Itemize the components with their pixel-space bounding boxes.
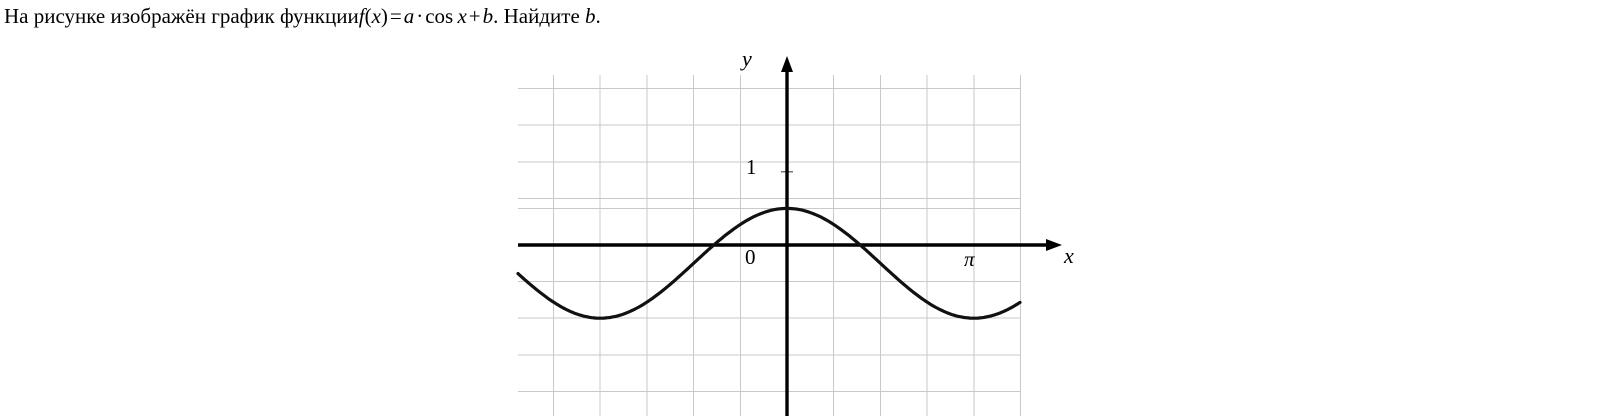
problem-text-before: На рисунке изображён график функции: [4, 4, 359, 28]
formula-multiply-dot: ·: [416, 4, 424, 28]
formula-variable-x: x: [371, 4, 381, 28]
formula-period: .: [493, 4, 499, 28]
problem-unknown: b: [585, 4, 596, 28]
y-axis: [781, 56, 793, 416]
problem-statement: На рисунке изображён график функцииf(x)=…: [4, 2, 601, 30]
formula-plus: +: [468, 4, 481, 28]
formula-equals: =: [389, 4, 402, 28]
origin-label: 0: [745, 245, 756, 269]
problem-final-period: .: [595, 4, 601, 28]
y-axis-label: y: [742, 46, 752, 71]
formula-open-paren: (: [364, 4, 372, 28]
formula-cos: cos: [425, 4, 454, 28]
formula-close-paren: ): [380, 4, 388, 28]
y-tick-label-1: 1: [746, 155, 757, 179]
formula-f: f: [358, 4, 365, 28]
x-axis-label: x: [1064, 243, 1074, 268]
formula-cos-argument: x: [457, 4, 467, 28]
formula-coefficient-a: a: [403, 4, 415, 28]
formula-constant-b: b: [482, 4, 494, 28]
x-axis: [518, 239, 1062, 251]
function-curve: [516, 206, 1022, 320]
problem-text-after: Найдите: [503, 4, 580, 28]
x-tick-label-pi: π: [964, 247, 975, 271]
